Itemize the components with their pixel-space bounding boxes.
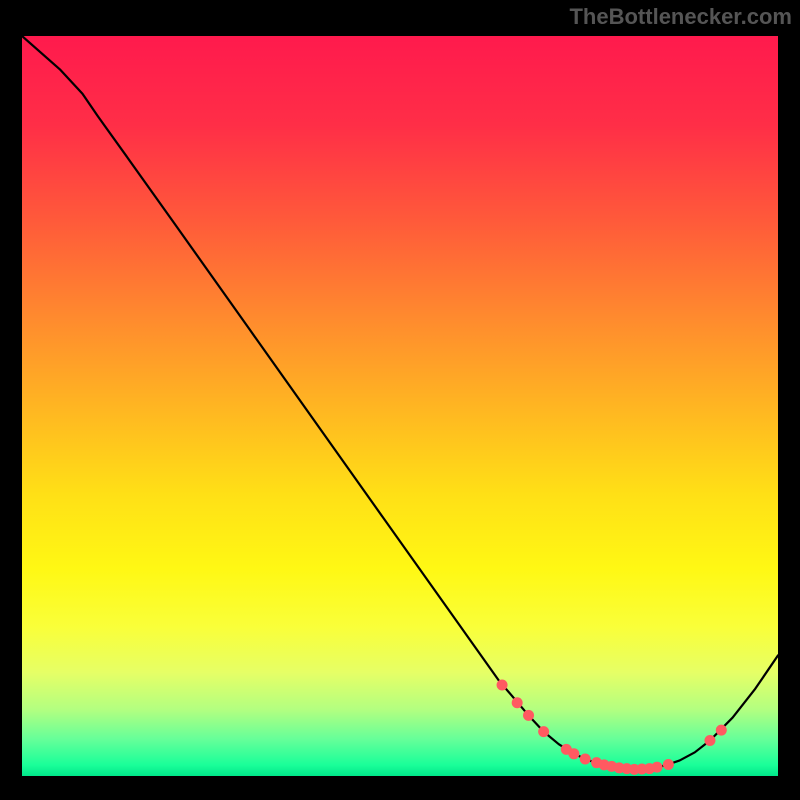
data-marker <box>512 697 523 708</box>
chart-background <box>22 36 778 776</box>
data-marker <box>497 679 508 690</box>
data-marker <box>652 762 663 773</box>
chart-plot-area <box>22 36 778 776</box>
data-marker <box>704 735 715 746</box>
data-marker <box>568 748 579 759</box>
data-marker <box>523 710 534 721</box>
data-marker <box>580 753 591 764</box>
data-marker <box>716 725 727 736</box>
data-marker <box>538 726 549 737</box>
chart-svg <box>22 36 778 776</box>
data-marker <box>663 759 674 770</box>
attribution-text: TheBottlenecker.com <box>569 4 792 30</box>
